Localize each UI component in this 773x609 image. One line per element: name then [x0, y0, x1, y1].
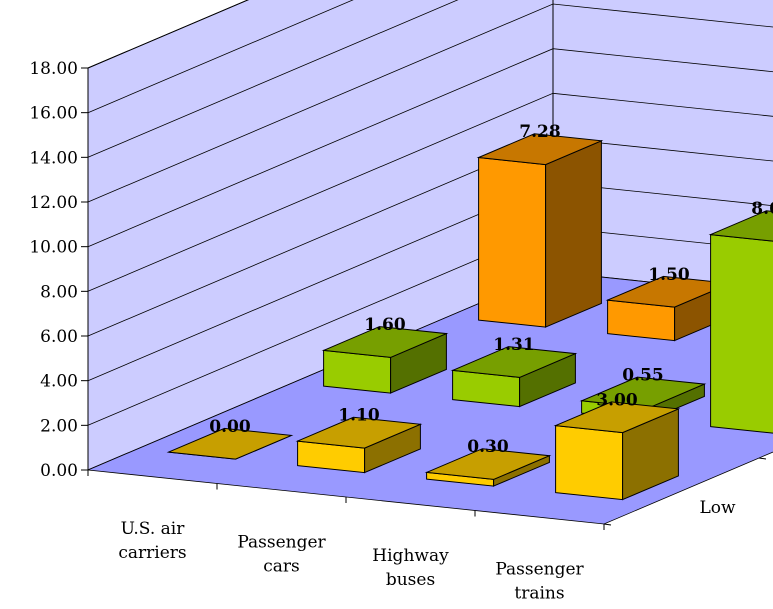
- series-axis: LowAverageHigh: [603, 457, 767, 526]
- y-tick-label: 10.00: [29, 238, 78, 258]
- data-label: 3.00: [596, 390, 638, 410]
- category-label: U.S. air carriers: [118, 519, 186, 563]
- bar-top: [553, 401, 681, 434]
- data-label: 1.31: [493, 335, 534, 355]
- x-axis: U.S. air carriers Passenger cars Highway buse…: [87, 470, 605, 603]
- gridline: [87, 3, 773, 203]
- bar-top: [424, 448, 552, 480]
- data-label: 7.28: [519, 122, 560, 142]
- bar-top: [321, 326, 449, 358]
- category-label: Passenger cars: [237, 532, 326, 576]
- series-tick: [758, 457, 767, 460]
- gridline: [87, 0, 354, 114]
- data-labels: 0.00 1.10 0.30 3.00 1.60 1.31 0.55 8.60 7.28 1.50…: [209, 122, 773, 457]
- data-label: 1.60: [364, 315, 406, 335]
- series-label: Low: [700, 498, 737, 518]
- data-label: 0.00: [209, 417, 251, 437]
- bar-front: [555, 425, 624, 501]
- gridline: [87, 92, 773, 292]
- bar-top: [450, 346, 578, 378]
- gridline: [87, 0, 249, 69]
- bar-top: [295, 416, 423, 449]
- bar-top: [476, 133, 604, 166]
- gridline: [87, 0, 459, 158]
- data-label: 8.60: [751, 199, 773, 219]
- gridline: [87, 48, 773, 248]
- bar: [450, 346, 578, 408]
- y-tick-label: 0.00: [40, 461, 78, 481]
- category-label: Highway buses: [372, 546, 449, 590]
- bar-side: [545, 140, 602, 328]
- bar: [424, 448, 552, 487]
- y-tick-label: 8.00: [40, 282, 78, 302]
- y-tick-label: 18.00: [29, 59, 78, 79]
- y-tick-label: 12.00: [29, 193, 78, 213]
- y-tick-label: 4.00: [40, 372, 78, 392]
- data-label: 1.50: [648, 265, 690, 285]
- bars: [166, 133, 773, 501]
- y-tick-label: 2.00: [40, 416, 78, 436]
- data-label: 0.55: [622, 365, 663, 385]
- bar: [708, 210, 773, 434]
- series-tick: [603, 523, 612, 526]
- bar: [295, 416, 423, 474]
- bar: [166, 427, 294, 460]
- y-tick-label: 14.00: [29, 148, 78, 168]
- bar: [553, 401, 681, 501]
- data-label: 0.30: [467, 437, 509, 457]
- bar: [321, 326, 449, 394]
- y-tick-label: 16.00: [29, 104, 78, 124]
- bar-front: [478, 156, 547, 328]
- bar-top: [166, 427, 294, 460]
- y-tick-label: 6.00: [40, 327, 78, 347]
- bar: [476, 133, 604, 328]
- bar-top: [708, 210, 773, 242]
- category-label: Passenger trains: [495, 559, 584, 603]
- y-axis: 0.00 2.00 4.00 6.00 8.00 10.00 12.00 14.00 16.00…: [29, 59, 88, 481]
- data-label: 1.10: [338, 406, 380, 426]
- bar-front: [710, 234, 773, 434]
